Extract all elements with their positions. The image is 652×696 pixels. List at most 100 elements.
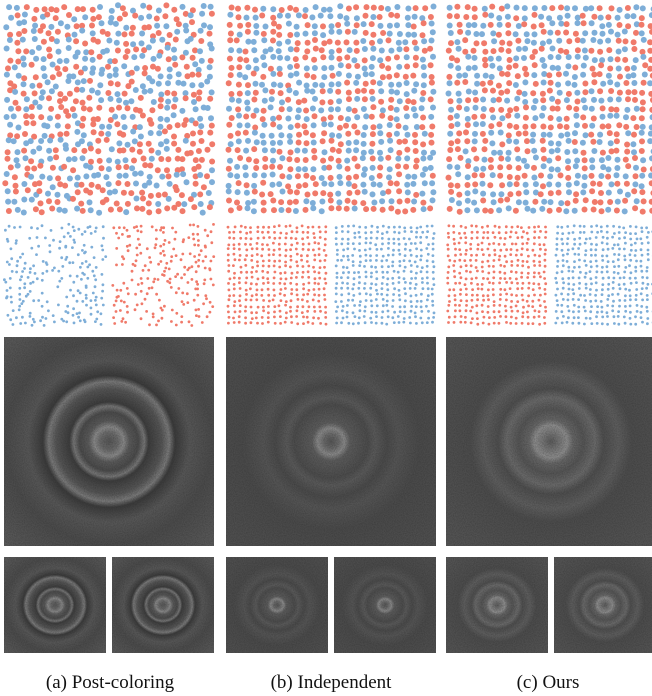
sample-point <box>46 270 49 273</box>
sample-point <box>102 237 105 240</box>
sample-point <box>166 173 172 179</box>
sample-point <box>411 99 417 105</box>
sample-point <box>336 164 342 170</box>
sample-point <box>469 310 472 313</box>
sample-point <box>60 277 63 280</box>
sample-point <box>415 272 418 275</box>
sample-point <box>100 312 103 315</box>
sample-point <box>600 164 606 170</box>
sample-point <box>589 288 592 291</box>
sample-point <box>86 266 89 269</box>
sample-point <box>238 259 241 262</box>
sample-point <box>319 82 325 88</box>
sample-point <box>376 248 379 251</box>
sample-point <box>421 277 424 280</box>
sample-point <box>370 321 373 324</box>
sample-point <box>482 322 485 325</box>
sample-point <box>640 227 643 230</box>
sample-point <box>289 310 292 313</box>
sample-point <box>12 323 15 326</box>
sample-point <box>385 155 391 161</box>
sample-point <box>192 224 195 227</box>
sample-point <box>455 183 461 189</box>
sample-point <box>420 115 426 121</box>
sample-point <box>278 207 284 213</box>
sample-point <box>473 97 479 103</box>
sample-point <box>173 37 179 43</box>
sample-point <box>624 142 630 148</box>
sample-point <box>338 115 344 121</box>
sample-point <box>481 242 484 245</box>
sample-point <box>66 305 69 308</box>
sample-point <box>601 293 604 296</box>
sample-point <box>420 310 423 313</box>
sample-point <box>421 73 427 79</box>
sample-point <box>172 62 178 68</box>
sample-point <box>329 49 335 55</box>
sample-point <box>609 5 615 11</box>
sample-point <box>506 150 512 156</box>
sample-point <box>598 62 604 68</box>
sample-point <box>630 72 636 78</box>
sample-point <box>623 124 629 130</box>
sample-point <box>574 253 577 256</box>
sample-point <box>255 283 258 286</box>
sample-point <box>556 190 562 196</box>
class-point-set <box>3 223 107 327</box>
caption: (b) Independent <box>271 672 393 693</box>
sample-point <box>612 300 615 303</box>
sample-point <box>589 173 595 179</box>
sample-point <box>381 260 384 263</box>
sample-point <box>413 164 419 170</box>
sample-point <box>616 49 622 55</box>
sample-point <box>72 32 78 38</box>
sample-point <box>394 54 400 60</box>
sample-point <box>112 316 115 319</box>
sample-point <box>117 173 123 179</box>
sample-point <box>608 88 614 94</box>
sample-point <box>47 309 50 312</box>
sample-point <box>200 210 206 216</box>
sample-point <box>385 323 388 326</box>
sample-point <box>184 179 190 185</box>
sample-point <box>640 54 646 60</box>
sample-point <box>523 189 529 195</box>
sample-point <box>515 231 518 234</box>
sample-point <box>568 288 571 291</box>
spectrum <box>554 557 652 653</box>
sample-point <box>550 65 556 71</box>
sample-point <box>623 283 626 286</box>
sample-point <box>562 264 565 267</box>
sample-point <box>87 78 93 84</box>
sample-point <box>251 71 257 77</box>
sample-point <box>454 113 460 119</box>
sample-point <box>510 281 513 284</box>
sample-point <box>422 131 428 137</box>
sample-point <box>304 140 310 146</box>
sample-point <box>120 320 123 323</box>
sample-point <box>571 270 574 273</box>
sample-point <box>80 155 86 161</box>
sample-point <box>324 282 327 285</box>
sample-point <box>370 32 376 38</box>
sample-point <box>140 230 143 233</box>
sample-point <box>499 6 505 12</box>
sample-point <box>321 181 327 187</box>
sample-point <box>428 132 434 138</box>
sample-point <box>505 315 508 318</box>
sample-point <box>256 265 259 268</box>
sample-point <box>544 226 547 229</box>
sample-point <box>101 290 104 293</box>
sample-point <box>600 150 606 156</box>
sample-point <box>340 276 343 279</box>
sample-point <box>481 266 484 269</box>
sample-point <box>171 309 174 312</box>
sample-point <box>165 80 171 86</box>
sample-point <box>625 5 631 11</box>
sample-point <box>250 259 253 262</box>
sample-point <box>270 198 276 204</box>
sample-point <box>193 299 196 302</box>
sample-point <box>227 22 233 28</box>
sample-point <box>183 266 186 269</box>
sample-point <box>183 273 186 276</box>
